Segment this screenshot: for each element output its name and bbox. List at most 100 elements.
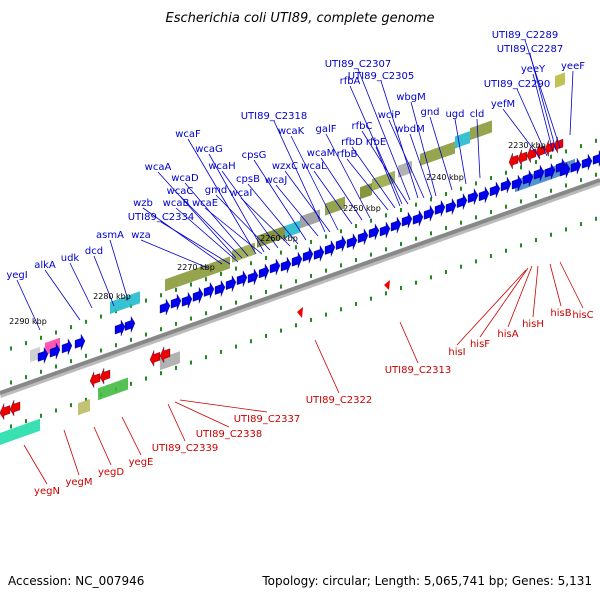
forward-leader-line <box>409 133 433 199</box>
forward-gene-label: wcaE <box>192 198 218 209</box>
tick-mark <box>385 213 387 218</box>
forward-gene-arrow <box>37 346 49 364</box>
tick-mark <box>235 344 237 349</box>
forward-leader-line <box>179 195 243 259</box>
feature-block <box>455 131 470 149</box>
forward-gene-label: wcaJ <box>265 175 288 186</box>
reverse-gene-arrow <box>89 371 101 389</box>
forward-gene-label: yeeF <box>561 61 585 72</box>
tick-mark <box>280 328 282 333</box>
tick-mark <box>505 170 507 175</box>
tick-mark <box>505 248 507 253</box>
forward-leader-line <box>93 255 115 307</box>
reverse-leader-line <box>549 263 562 307</box>
scale-label: 2260 kbp <box>260 234 298 243</box>
tick-mark <box>130 381 132 386</box>
forward-gene-arrow <box>203 281 215 299</box>
forward-gene-arrow <box>390 216 402 234</box>
forward-gene-arrow <box>324 239 336 257</box>
forward-leader-line <box>44 269 81 321</box>
forward-gene-label: alkA <box>34 260 56 271</box>
tick-mark <box>325 234 327 239</box>
forward-leader-line <box>476 118 481 179</box>
forward-leader-line <box>247 183 299 245</box>
gene-labels: yeeF UTI89_C2289 UTI89_C2287 yeeY UTI89_C229… <box>6 30 593 497</box>
forward-leader-line <box>140 239 209 269</box>
forward-gene-arrow <box>181 291 193 309</box>
tick-mark <box>10 380 12 385</box>
forward-gene-label: udk <box>61 253 80 264</box>
forward-gene-label: rfbD <box>341 137 363 148</box>
reverse-gene-label: UTI89_C2339 <box>152 443 219 454</box>
forward-gene-arrow <box>192 286 204 304</box>
reverse-gene-label: yegD <box>98 467 124 478</box>
feature-block <box>232 242 255 263</box>
forward-leader-line <box>69 262 93 309</box>
forward-gene-label: wzxC <box>272 161 298 172</box>
forward-leader-line <box>516 88 548 157</box>
tick-mark <box>550 188 552 193</box>
forward-gene-label: wcaM <box>307 148 335 159</box>
forward-leader-line <box>187 138 257 255</box>
forward-gene-label: rfbE <box>366 137 386 148</box>
reverse-leader-line <box>121 416 142 456</box>
tick-mark <box>565 227 567 232</box>
forward-gene-arrow <box>467 188 479 205</box>
tick-mark <box>85 397 87 402</box>
forward-leader-line <box>454 118 467 185</box>
accession-text: Accession: NC_007946 <box>8 574 145 588</box>
feature-block <box>360 182 372 200</box>
tick-mark <box>310 239 312 244</box>
feature-block <box>30 346 40 363</box>
tick-mark <box>445 270 447 275</box>
tick-mark <box>595 216 597 221</box>
reverse-gene-label: yegN <box>34 486 60 497</box>
tick-mark <box>580 144 582 149</box>
tick-mark <box>100 314 102 319</box>
forward-leader-line <box>160 221 231 265</box>
reverse-leader-line <box>456 269 527 346</box>
forward-gene-arrow <box>236 270 248 287</box>
tick-mark <box>415 236 417 241</box>
feature-block <box>98 377 128 401</box>
tick-mark <box>205 311 207 316</box>
forward-leader-line <box>109 239 129 301</box>
tick-mark <box>205 277 207 282</box>
reverse-leader-line <box>63 429 80 476</box>
reverse-gene-arrow <box>159 346 171 364</box>
tick-mark <box>160 371 162 376</box>
forward-gene-label: wza <box>131 230 151 241</box>
genome-backbone <box>0 178 600 398</box>
scale-label: 2250 kbp <box>343 204 381 213</box>
forward-gene-label: UTI89_C2305 <box>348 71 415 82</box>
reverse-gene-label: hisB <box>550 308 571 319</box>
scale-label: 2230 kbp <box>508 141 546 150</box>
scale-label: 2240 kbp <box>426 173 464 182</box>
tick-mark <box>520 243 522 248</box>
forward-leader-line <box>529 53 557 151</box>
tick-mark <box>190 360 192 365</box>
forward-gene-label: cpsB <box>236 174 260 185</box>
tick-mark <box>175 287 177 292</box>
tick-mark <box>70 359 72 364</box>
forward-gene-arrow <box>49 342 61 360</box>
tick-mark <box>40 369 42 374</box>
tick-mark <box>115 343 117 348</box>
forward-leader-line <box>429 116 453 191</box>
scale-label: 2270 kbp <box>177 263 215 272</box>
reverse-leader-line <box>559 261 584 309</box>
forward-gene-arrow <box>489 181 501 198</box>
forward-gene-label: yegI <box>6 270 27 281</box>
forward-leader-line <box>313 170 353 225</box>
tick-mark <box>385 247 387 252</box>
tick-mark <box>250 295 252 300</box>
reverse-gene-arrow <box>9 399 21 417</box>
tick-mark <box>550 232 552 237</box>
forward-leader-line <box>221 170 279 249</box>
feature-block <box>470 120 492 141</box>
feature-block <box>420 141 455 166</box>
forward-leader-line <box>184 182 249 257</box>
forward-gene-label: wcaF <box>175 129 201 140</box>
forward-gene-label: wcaC <box>167 186 194 197</box>
tick-mark <box>220 349 222 354</box>
